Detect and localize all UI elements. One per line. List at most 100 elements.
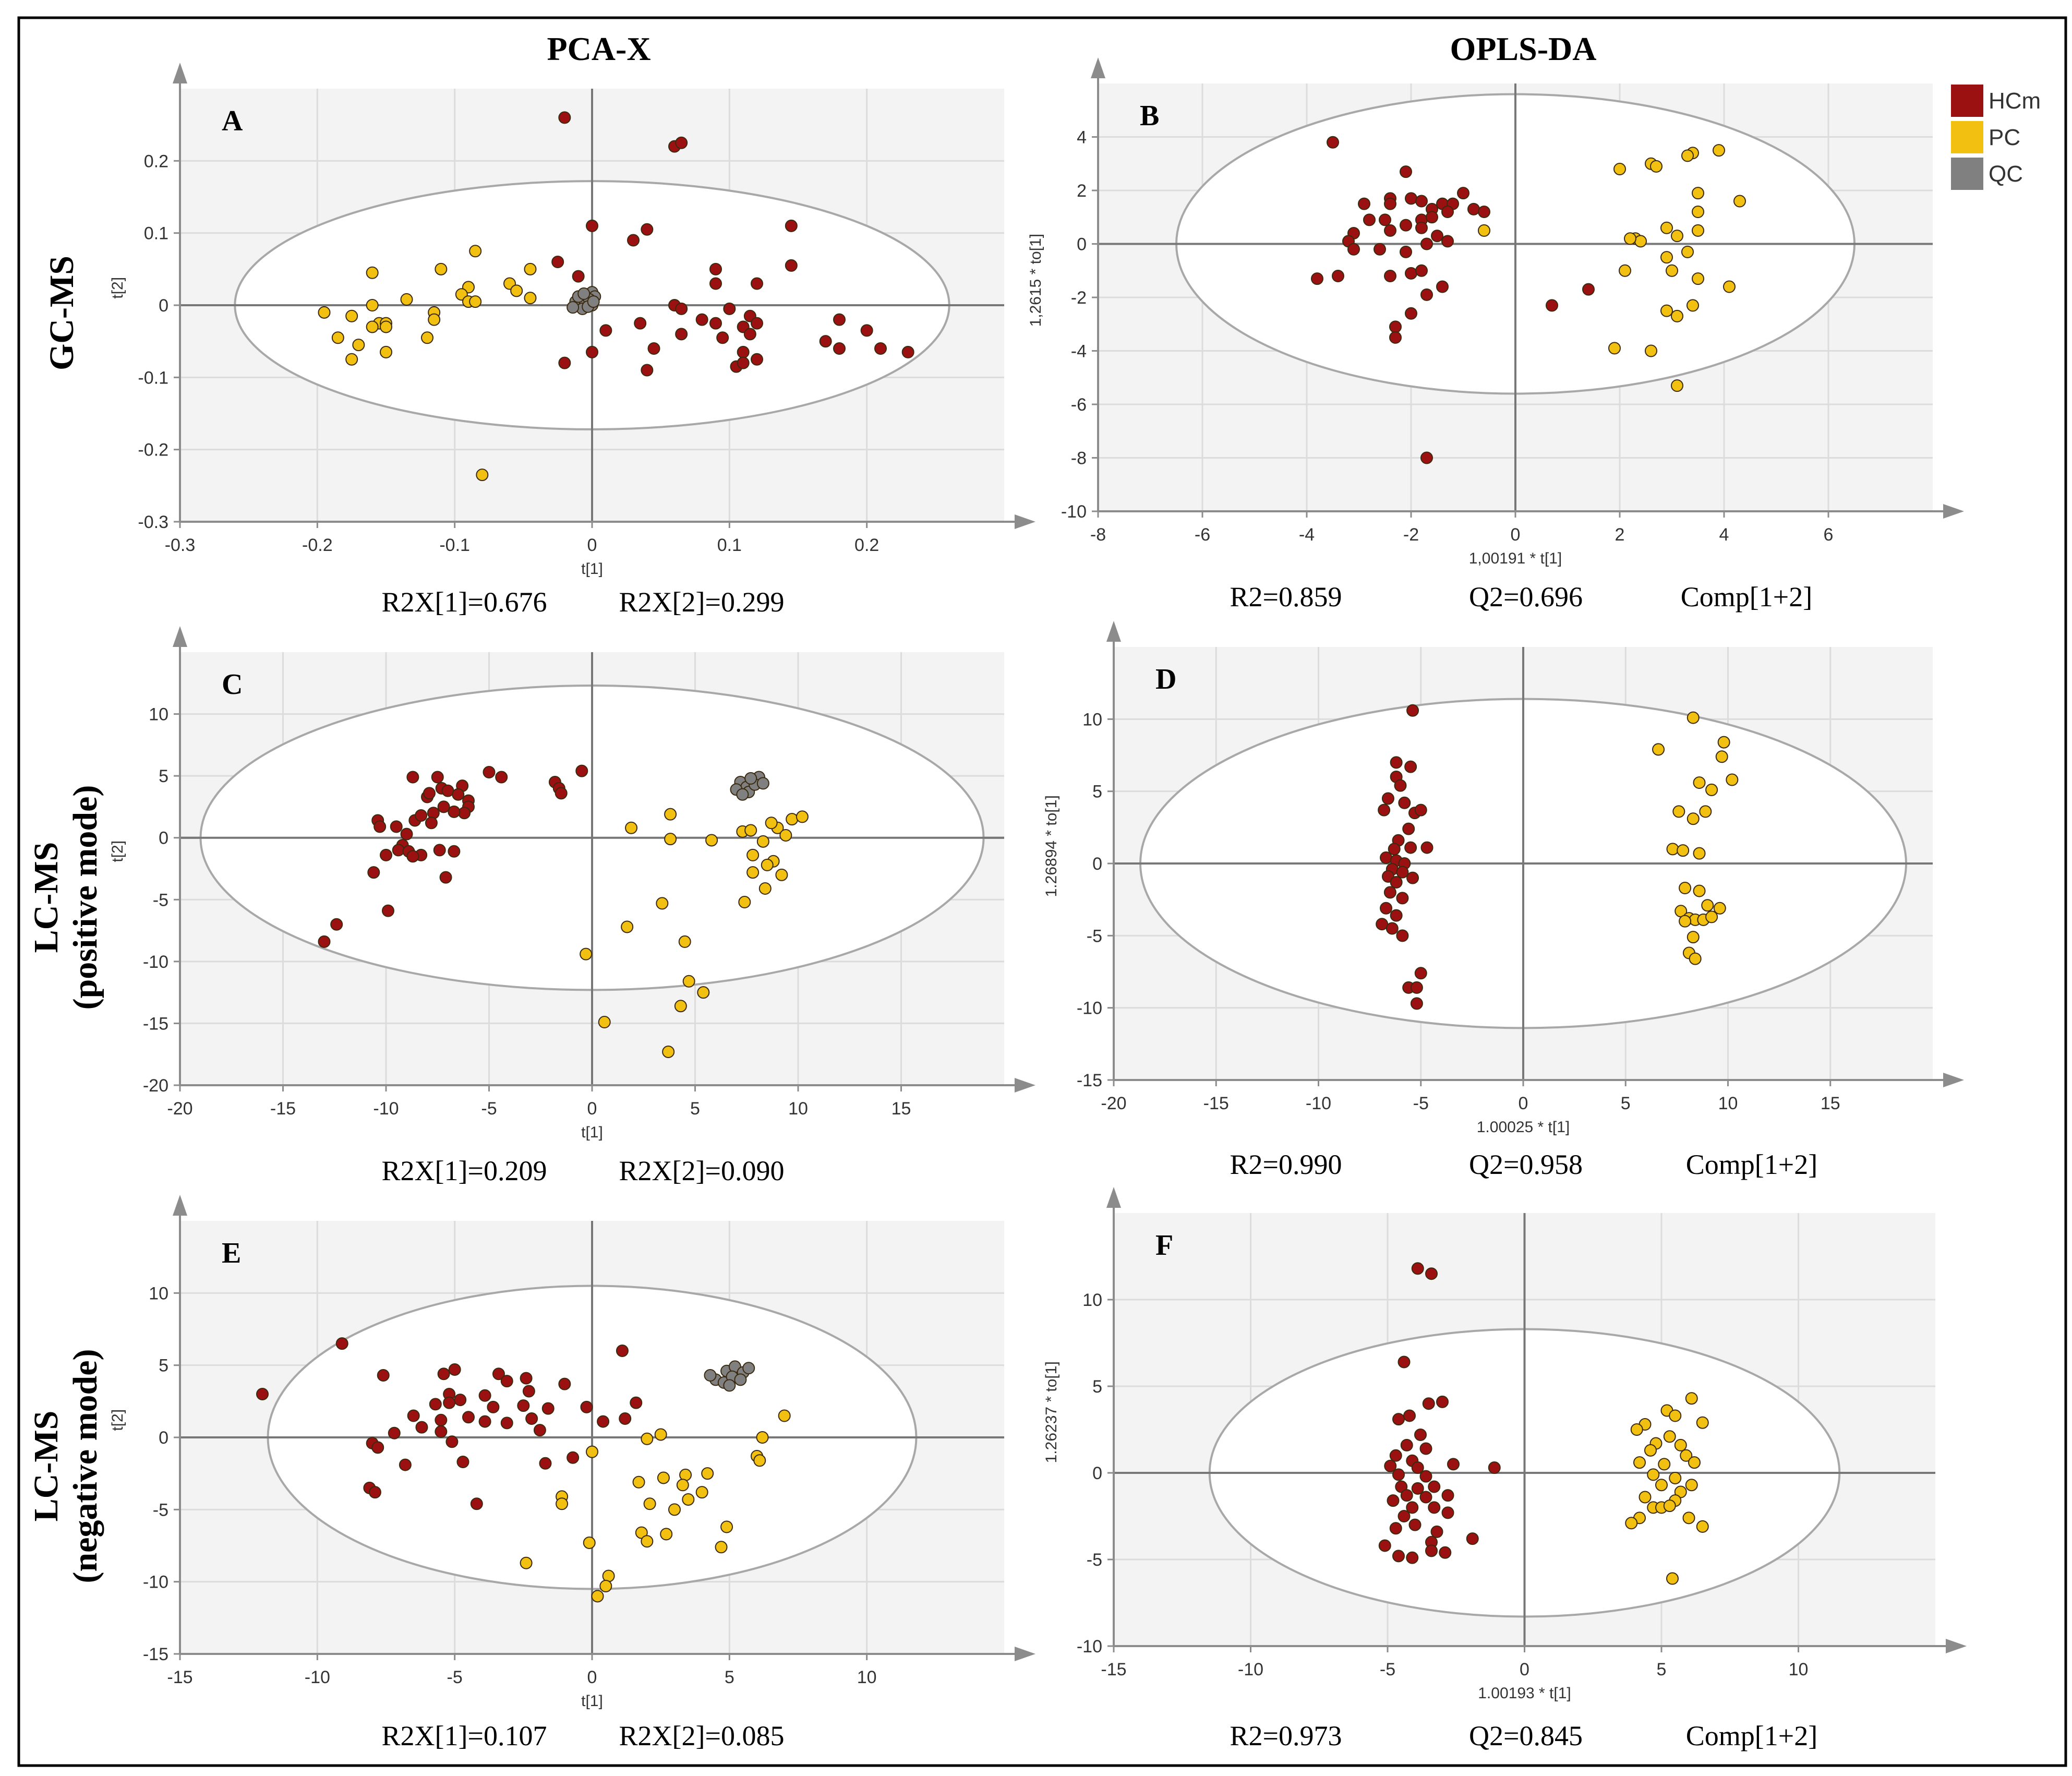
x-axis-label-b: 1,00191 * t[1] (1469, 550, 1562, 567)
y-axis-label-f: 1.26237 * to[1] (1043, 1361, 1060, 1463)
point-hcm (368, 1486, 381, 1499)
point-pc (366, 299, 379, 311)
point-hcm (860, 324, 873, 337)
point-pc (1682, 1511, 1695, 1525)
point-hcm (723, 302, 736, 315)
x-axis-arrow (1946, 1639, 1967, 1653)
x-axis-label-c: t[1] (581, 1124, 603, 1141)
point-hcm (675, 328, 688, 341)
point-pc (366, 320, 379, 333)
x-tick-label: -6 (1195, 525, 1210, 545)
point-pc (775, 868, 788, 881)
point-pc (476, 469, 489, 482)
point-hcm (833, 313, 846, 326)
point-pc (428, 313, 441, 326)
point-pc (1692, 187, 1704, 200)
point-pc (520, 1556, 533, 1569)
y-tick-label: -15 (143, 1014, 168, 1034)
point-pc (664, 833, 677, 846)
point-pc (664, 808, 677, 821)
point-pc (1685, 1479, 1698, 1492)
point-hcm (1420, 841, 1433, 854)
point-hcm (1441, 235, 1454, 248)
point-pc (1686, 931, 1700, 944)
x-tick-label: -5 (481, 1099, 497, 1119)
point-pc (1672, 805, 1685, 818)
y-tick-label: -10 (143, 952, 168, 972)
y-tick-label: 0.1 (144, 224, 168, 244)
stat-b-2: Comp[1+2] (1681, 581, 1812, 613)
panel-c: -20 -15 -10 -5 0 5 10 15 -20 -15 -10 -5 0 5 10 t[1] t[2]… (109, 626, 1035, 1186)
x-tick-label: -0.3 (165, 535, 196, 555)
point-hcm (586, 219, 598, 232)
y-tick-label: 0 (159, 829, 168, 848)
y-tick-label: -5 (1087, 926, 1102, 946)
point-hcm (495, 771, 508, 784)
point-hcm (1398, 1355, 1411, 1369)
y-tick-label: -4 (1071, 342, 1087, 362)
point-hcm (785, 219, 798, 232)
point-qc (744, 772, 757, 785)
point-hcm (1406, 1501, 1419, 1514)
point-hcm (597, 1415, 610, 1428)
x-axis-label-a: t[1] (581, 560, 603, 578)
point-hcm (627, 234, 640, 247)
point-pc (400, 293, 413, 306)
point-hcm (374, 820, 387, 833)
point-pc (345, 353, 358, 366)
x-tick-label: 10 (1718, 1094, 1738, 1113)
point-hcm (1415, 221, 1428, 234)
point-hcm (1405, 192, 1417, 205)
stat-b-0: R2=0.859 (1230, 581, 1342, 613)
point-hcm (1389, 1522, 1402, 1535)
row-title-lcms-neg-mode: (negative mode) (66, 1349, 104, 1583)
point-hcm (487, 1400, 500, 1413)
point-hcm (558, 1377, 571, 1390)
x-tick-label: -10 (373, 1099, 399, 1119)
point-pc (678, 935, 691, 948)
point-pc (318, 306, 331, 319)
y-tick-label: -20 (143, 1076, 168, 1096)
y-tick-label: 10 (1082, 1290, 1102, 1310)
x-tick-label: -20 (1101, 1094, 1126, 1113)
point-hcm (675, 302, 688, 315)
x-tick-label: -4 (1299, 525, 1315, 545)
point-pc (1669, 1409, 1682, 1422)
point-pc (599, 1579, 612, 1592)
point-pc (1701, 899, 1714, 912)
x-tick-label: -8 (1090, 525, 1106, 545)
point-hcm (630, 1396, 643, 1409)
point-hcm (1411, 1482, 1424, 1495)
panel-a: -0.3 -0.2 -0.1 0 0.1 0.2 -0.3 -0.2 -0.1 0 0.1 0.2 t[… (109, 63, 1035, 618)
point-pc (1726, 773, 1739, 786)
point-hcm (520, 1372, 533, 1385)
point-hcm (1420, 451, 1433, 464)
point-pc (1705, 783, 1718, 796)
point-pc (524, 262, 537, 275)
point-hcm (1384, 270, 1396, 282)
stat-c-1: R2X[2]=0.090 (619, 1155, 785, 1186)
point-pc (1652, 743, 1665, 756)
point-hcm (709, 277, 722, 290)
point-pc (1625, 1517, 1638, 1530)
stat-f-1: Q2=0.845 (1469, 1720, 1583, 1751)
point-pc (421, 331, 433, 344)
x-tick-label: 0.1 (717, 535, 742, 555)
y-tick-label: 0 (1077, 235, 1087, 255)
point-hcm (525, 1412, 538, 1425)
point-hcm (448, 845, 461, 858)
point-hcm (1390, 875, 1403, 889)
point-pc (1733, 195, 1746, 208)
point-hcm (1411, 1461, 1424, 1474)
point-pc (657, 1471, 670, 1484)
x-tick-label: -20 (167, 1099, 192, 1119)
point-pc (1671, 379, 1683, 392)
point-qc (723, 1379, 736, 1392)
point-pc (676, 1479, 689, 1492)
point-pc (469, 245, 482, 258)
x-axis-arrow (1015, 1647, 1035, 1661)
point-hcm (541, 1402, 555, 1415)
legend-label-pc: PC (1989, 125, 2020, 150)
point-hcm (492, 1367, 505, 1381)
point-hcm (1389, 1449, 1402, 1462)
